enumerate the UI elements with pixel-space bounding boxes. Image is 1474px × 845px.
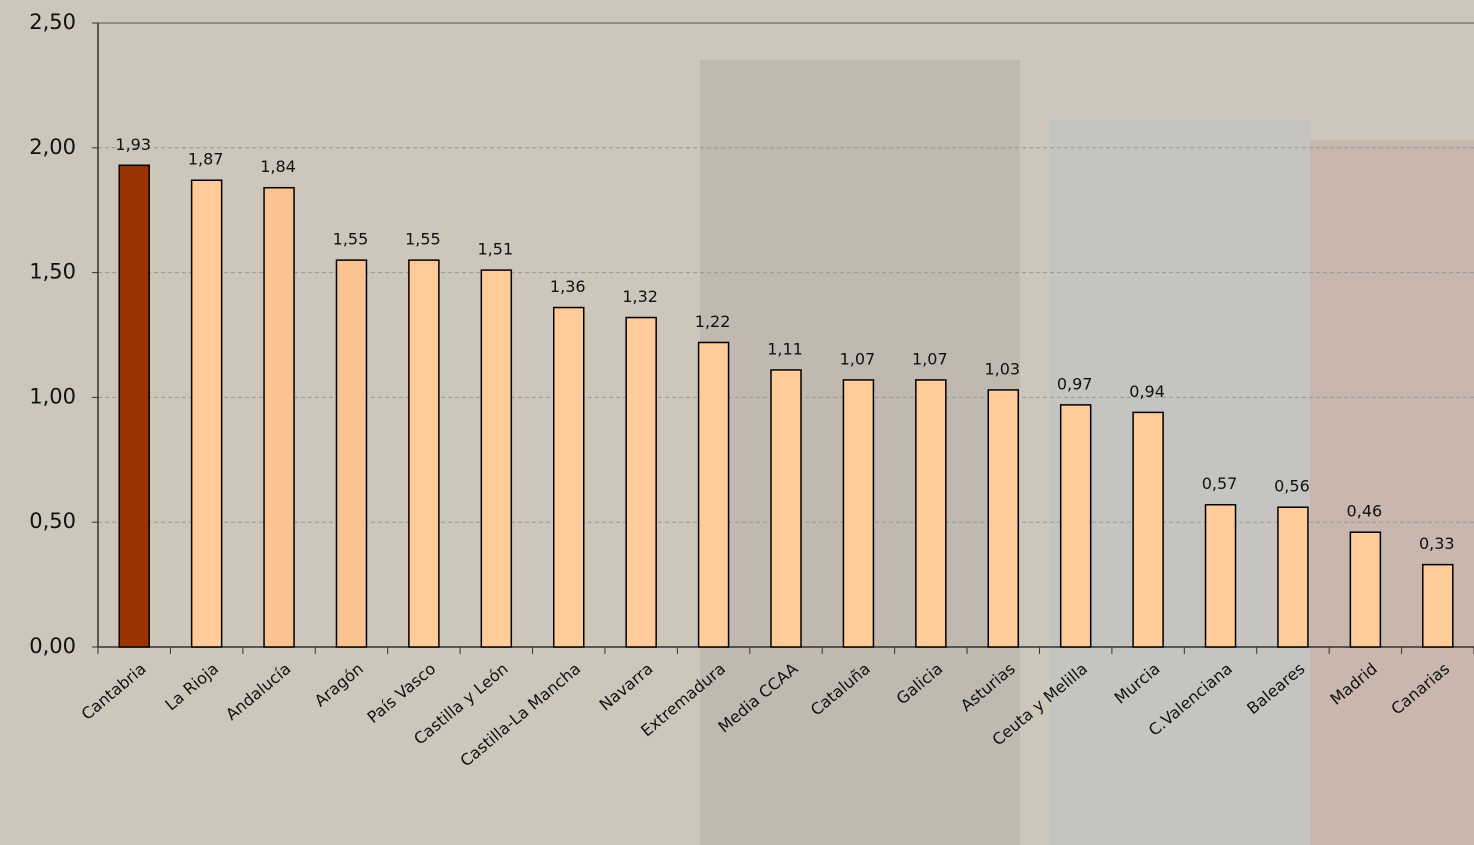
bar — [699, 342, 729, 647]
value-label: 1,51 — [478, 240, 514, 259]
value-label: 0,97 — [1057, 374, 1093, 393]
y-tick-label: 0,50 — [29, 509, 76, 533]
value-label: 1,22 — [695, 312, 731, 331]
bar — [336, 260, 366, 647]
bar — [916, 380, 946, 647]
bar — [481, 270, 511, 647]
value-label: 1,32 — [622, 287, 658, 306]
bar — [843, 380, 873, 647]
y-tick-label: 1,50 — [29, 260, 76, 284]
chart: 0,000,501,001,502,002,501,93Cantabria1,8… — [0, 0, 1474, 845]
value-label: 1,36 — [550, 277, 586, 296]
value-label: 1,55 — [333, 230, 369, 249]
y-tick-label: 0,00 — [29, 634, 76, 658]
value-label: 1,55 — [405, 230, 441, 249]
value-label: 1,07 — [840, 349, 876, 368]
bar — [771, 370, 801, 647]
bar — [119, 165, 149, 647]
value-label: 0,46 — [1347, 502, 1383, 521]
bar — [264, 188, 294, 647]
value-label: 1,11 — [767, 339, 803, 358]
value-label: 1,03 — [984, 359, 1020, 378]
y-tick-label: 1,00 — [29, 384, 76, 408]
bar — [1133, 412, 1163, 647]
bar — [1423, 565, 1453, 647]
value-label: 0,94 — [1129, 382, 1165, 401]
bar — [554, 308, 584, 647]
bar — [626, 318, 656, 647]
y-tick-label: 2,50 — [29, 10, 76, 34]
bar — [988, 390, 1018, 647]
value-label: 0,56 — [1274, 477, 1310, 496]
bar — [1061, 405, 1091, 647]
bar — [409, 260, 439, 647]
bar — [192, 180, 222, 647]
y-tick-label: 2,00 — [29, 135, 76, 159]
value-label: 1,84 — [260, 157, 296, 176]
value-label: 1,93 — [115, 135, 151, 154]
background-shape — [1310, 140, 1474, 845]
bar — [1350, 532, 1380, 647]
bar — [1206, 505, 1236, 647]
value-label: 1,07 — [912, 349, 948, 368]
bar — [1278, 507, 1308, 647]
value-label: 1,87 — [188, 150, 224, 169]
value-label: 0,33 — [1419, 534, 1455, 553]
value-label: 0,57 — [1202, 474, 1238, 493]
